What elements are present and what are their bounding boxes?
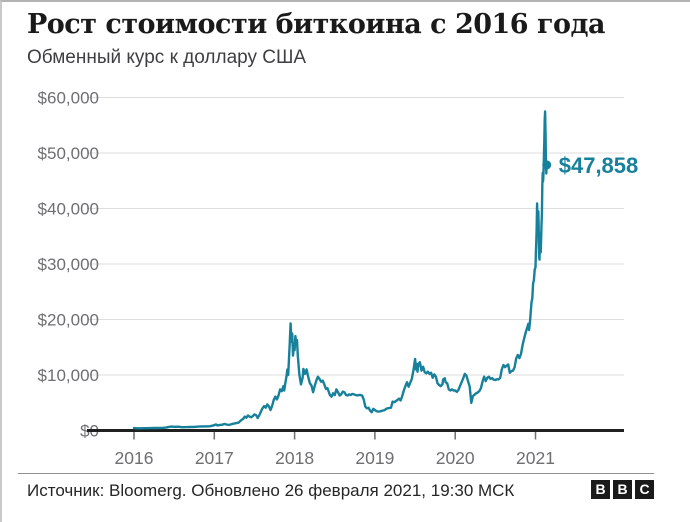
footer-divider	[18, 473, 654, 474]
x-axis-label: 2019	[355, 448, 394, 468]
x-axis-label: 2021	[516, 448, 555, 468]
x-axis-label: 2020	[436, 448, 475, 468]
latest-value-dot	[542, 160, 552, 170]
bbc-logo: B B C	[591, 480, 654, 499]
y-axis-label: $20,000	[38, 311, 99, 330]
y-axis-label: $50,000	[38, 144, 99, 163]
x-axis-label: 2016	[115, 448, 154, 468]
y-axis-label: $30,000	[38, 255, 99, 274]
bbc-logo-letter: C	[635, 480, 654, 499]
bbc-logo-letter: B	[613, 480, 632, 499]
latest-value-label: $47,858	[559, 153, 639, 178]
source-note: Источник: Bloomerg. Обновлено 26 февраля…	[27, 481, 515, 500]
price-line	[132, 110, 548, 430]
chart-subtitle: Обменный курс к доллару США	[27, 47, 307, 68]
chart-title: Рост стоимости биткоина с 2016 года	[27, 9, 606, 40]
x-axis-label: 2018	[275, 448, 314, 468]
y-axis-label: $40,000	[38, 200, 99, 219]
y-axis-label: $60,000	[38, 89, 99, 108]
x-axis-label: 2017	[195, 448, 234, 468]
bbc-logo-letter: B	[591, 480, 610, 499]
y-axis-label: $10,000	[38, 366, 99, 385]
